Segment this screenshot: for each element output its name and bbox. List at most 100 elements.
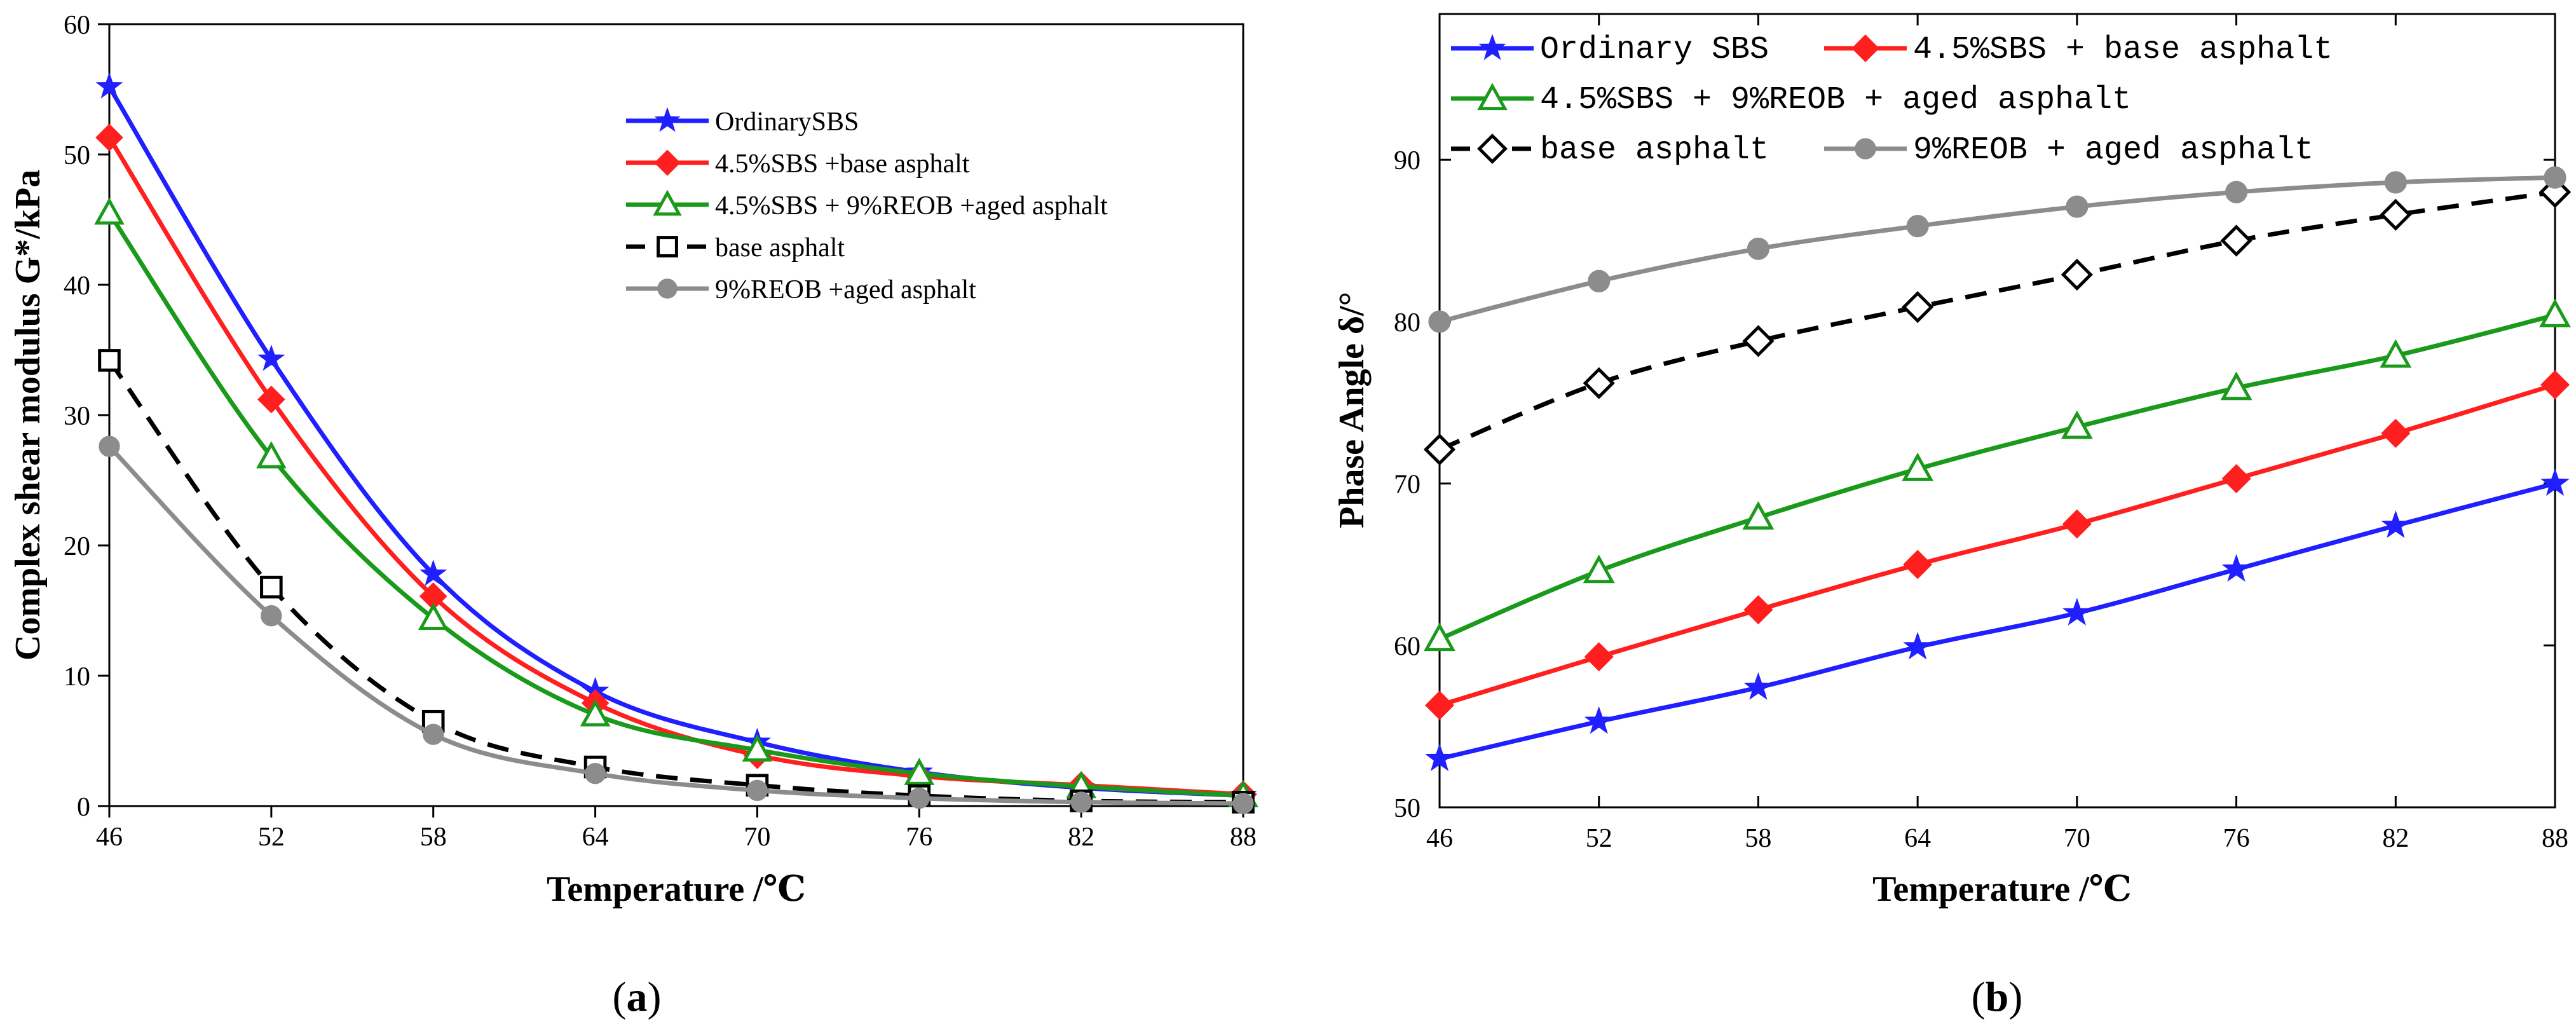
legend-label-3: base asphalt [1540,132,1769,168]
data-point-s2-4 [742,734,773,762]
data-point-s2-1 [1583,554,1615,584]
y-tick-label: 0 [77,793,90,822]
plot-frame [1438,13,2556,809]
data-point-s2-2 [418,603,449,630]
x-tick-label: 82 [2382,824,2409,853]
legend-marker-4 [657,278,678,299]
data-point-s3-4 [2061,258,2093,291]
data-point-s0-6 [2381,510,2411,538]
data-point-s1-5 [2221,463,2251,493]
x-tick-label: 82 [1068,823,1094,852]
data-point-s3-1 [1583,367,1615,399]
y-tick-label: 20 [64,532,90,561]
series-line-0 [1439,481,2556,762]
data-point-s4-4 [2066,195,2089,218]
legend-label-2: 4.5%SBS + 9%REOB +aged asphalt [715,191,1108,221]
series-line-1 [1438,382,2556,708]
y-tick-label: 60 [64,11,90,40]
x-tick-label: 64 [582,823,609,852]
legend-marker-0 [654,107,681,132]
series-line-2 [107,212,1244,798]
x-tick-label: 46 [96,823,123,852]
caption-letter: a [627,974,648,1020]
data-point-s1-7 [2540,370,2570,400]
x-axis-title: Temperature /℃ [547,870,806,909]
legend-marker-3 [657,236,678,257]
chart-a: 46 52 58 64 70 76 82 88 0 10 20 30 40 50 60 Temperature… [8,11,1258,1020]
series-line-3 [1438,189,2556,452]
data-point-s0-2 [1743,672,1773,700]
legend: Ordinary SBS 4.5%SBS + base asphalt 4.5%SB… [1451,32,2333,168]
data-point-s0-7 [2540,468,2570,496]
data-point-s3-0 [98,349,121,372]
series-line-4 [107,444,1244,806]
y-tick-label: 60 [1394,632,1421,661]
x-tick-label: 46 [1426,824,1453,853]
x-tick-label: 64 [1904,824,1931,853]
y-tick-label: 40 [64,271,90,301]
data-point-s2-3 [580,699,611,727]
data-point-s0-3 [1903,631,1932,660]
data-point-s4-0 [99,435,120,457]
x-tick-label: 58 [420,823,447,852]
data-point-s4-2 [1747,237,1770,260]
data-point-s2-7 [2539,298,2571,327]
x-tick-label: 88 [2542,824,2568,853]
legend: OrdinarySBS 4.5%SBS +base asphalt 4.5%SBS … [626,107,1108,304]
caption-open-paren: ( [613,974,627,1020]
data-point-s1-2 [1743,595,1773,625]
x-tick-label: 76 [2223,824,2250,853]
data-point-s1-0 [1424,690,1455,720]
data-point-s0-2 [419,559,447,586]
data-point-s4-5 [908,788,930,809]
x-tick-label: 70 [2064,824,2090,853]
data-point-s1-4 [2062,509,2092,539]
data-point-s2-0 [1424,622,1455,652]
legend-label-4: 9%REOB + aged asphalt [1913,132,2314,168]
data-point-s3-1 [260,575,283,599]
y-tick-label: 50 [64,141,90,170]
x-tick-label: 58 [1745,824,1771,853]
legend-marker-1 [1851,34,1879,62]
data-point-s4-5 [2225,181,2248,203]
series-line-2 [1438,313,2556,641]
data-point-s3-0 [1423,433,1456,466]
data-point-s2-5 [904,758,935,785]
legend-label-3: base asphalt [715,233,845,263]
y-tick-label: 70 [1394,470,1421,500]
x-tick-label: 70 [744,823,770,852]
legend-marker-2 [653,189,682,216]
series-group [94,72,1258,814]
data-point-s4-0 [1428,310,1451,333]
caption-close-paren: ) [2008,974,2022,1020]
data-point-s4-1 [261,605,282,627]
y-tick-label: 80 [1394,308,1421,338]
legend-marker-1 [654,149,681,176]
data-point-s3-5 [2220,224,2252,257]
x-tick-label: 88 [1230,823,1257,852]
data-point-s0-1 [257,345,285,371]
legend-marker-3 [1477,133,1508,164]
data-point-s1-1 [257,385,285,414]
caption-letter: b [1986,974,2009,1020]
y-axis-title: Complex shear modulus G*/kPa [8,170,48,660]
data-point-s2-3 [1902,452,1934,481]
data-point-s1-6 [2381,418,2411,448]
data-point-s0-0 [1425,743,1454,772]
data-point-s2-1 [256,441,287,469]
legend-marker-2 [1477,83,1508,111]
caption-close-paren: ) [648,974,662,1020]
data-point-s2-2 [1742,501,1775,530]
legend-label-0: Ordinary SBS [1540,32,1769,68]
data-point-s4-6 [2384,171,2407,194]
data-point-s0-4 [2062,598,2092,626]
y-tick-label: 50 [1394,794,1421,823]
plot-frame [108,23,1244,807]
x-tick-label: 52 [1586,824,1612,853]
data-point-s3-2 [1742,325,1775,357]
data-point-s4-1 [1588,270,1611,292]
y-tick-label: 30 [64,402,90,431]
series-line-4 [1439,175,2556,324]
data-point-s4-7 [2544,166,2566,189]
